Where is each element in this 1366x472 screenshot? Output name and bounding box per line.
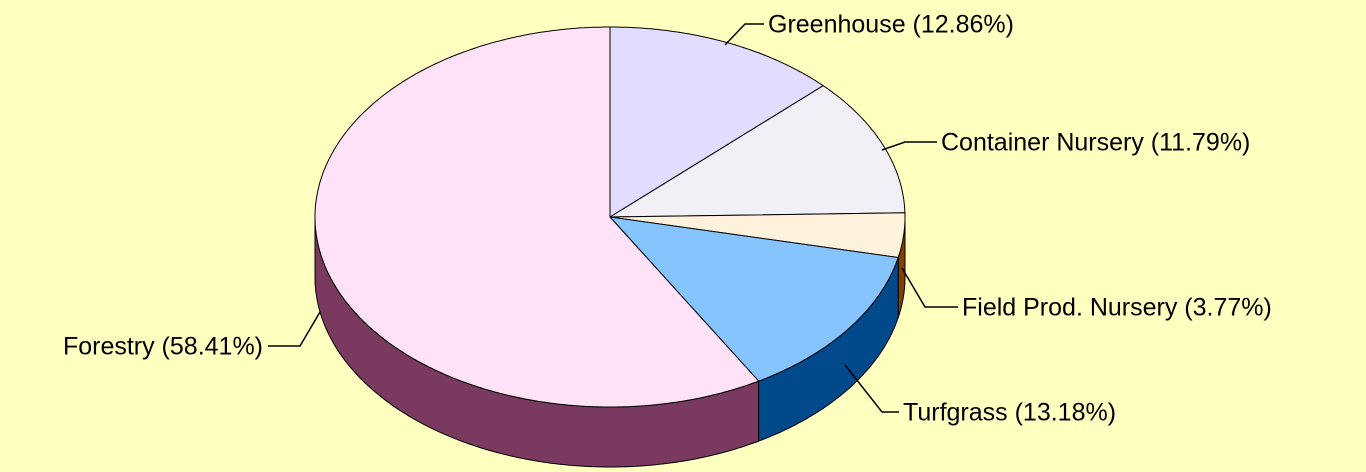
slice bbox=[609, 212, 906, 259]
slice bbox=[608, 85, 906, 218]
slice-label: Turfgrass (13.18%) bbox=[903, 399, 1116, 427]
leader-line bbox=[844, 364, 899, 413]
slice bbox=[609, 26, 825, 218]
leader-line bbox=[724, 23, 764, 46]
slice bbox=[608, 216, 899, 382]
slice-label: Forestry (58.41%) bbox=[63, 333, 263, 361]
slice-label: Greenhouse (12.86%) bbox=[768, 11, 1014, 39]
leader-line bbox=[901, 267, 958, 308]
slice-label: Field Prod. Nursery (3.77%) bbox=[962, 294, 1272, 322]
slice-label: Container Nursery (11.79%) bbox=[941, 129, 1250, 157]
leader-line bbox=[268, 311, 321, 347]
slice bbox=[314, 26, 760, 408]
leader-line bbox=[881, 141, 937, 151]
